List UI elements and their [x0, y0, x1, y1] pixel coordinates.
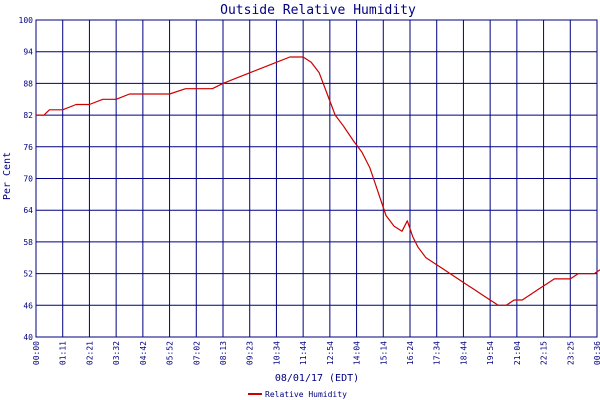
plot-frame	[35, 19, 598, 338]
x-tick-label: 10:34	[272, 341, 281, 365]
x-tick-label: 04:42	[139, 341, 148, 365]
legend: Relative Humidity	[248, 390, 347, 399]
x-tick-label: 14:04	[353, 341, 362, 365]
y-tick-label: 88	[23, 79, 33, 88]
x-tick-label: 05:52	[166, 341, 175, 365]
x-tick-label: 23:25	[566, 341, 575, 365]
x-tick-label: 22:15	[540, 341, 549, 365]
x-tick-label: 01:11	[59, 341, 68, 365]
x-tick-label: 17:34	[433, 341, 442, 365]
x-tick-label: 03:32	[112, 341, 121, 365]
series-line-relative-humidity	[36, 56, 600, 306]
x-tick-label: 12:54	[326, 341, 335, 365]
x-tick-label: 16:24	[406, 341, 415, 365]
y-tick-label: 76	[23, 143, 33, 152]
y-tick-label: 100	[19, 16, 34, 25]
series-layer	[36, 56, 600, 306]
y-tick-label: 82	[23, 111, 33, 120]
x-tick-label: 19:54	[486, 341, 495, 365]
legend-label: Relative Humidity	[265, 390, 347, 399]
x-tick-label: 11:44	[299, 341, 308, 365]
y-tick-label: 46	[23, 301, 33, 310]
x-tick-label: 18:44	[459, 341, 468, 365]
y-tick-label: 64	[23, 206, 33, 215]
x-tick-label: 00:36	[593, 341, 600, 365]
grid	[35, 19, 598, 338]
x-tick-label: 09:23	[246, 341, 255, 365]
x-tick-label: 07:02	[192, 341, 201, 365]
y-tick-label: 52	[23, 270, 33, 279]
x-tick-label: 15:14	[379, 341, 388, 365]
y-tick-label: 94	[23, 48, 33, 57]
x-tick-label: 21:04	[513, 341, 522, 365]
tick-labels: 40 46 52 58 64 70 76 82 88 94 100 00:00 01:11 02:21 03…	[19, 16, 600, 365]
x-tick-label: 08:13	[219, 341, 228, 365]
y-tick-label: 40	[23, 333, 33, 342]
y-tick-label: 70	[23, 175, 33, 184]
y-tick-label: 58	[23, 238, 33, 247]
y-axis-label: Per Cent	[2, 152, 13, 200]
x-tick-label: 02:21	[85, 341, 94, 365]
x-axis-label: 08/01/17 (EDT)	[275, 373, 359, 384]
x-tick-label: 00:00	[32, 341, 41, 365]
chart-title: Outside Relative Humidity	[220, 3, 416, 18]
